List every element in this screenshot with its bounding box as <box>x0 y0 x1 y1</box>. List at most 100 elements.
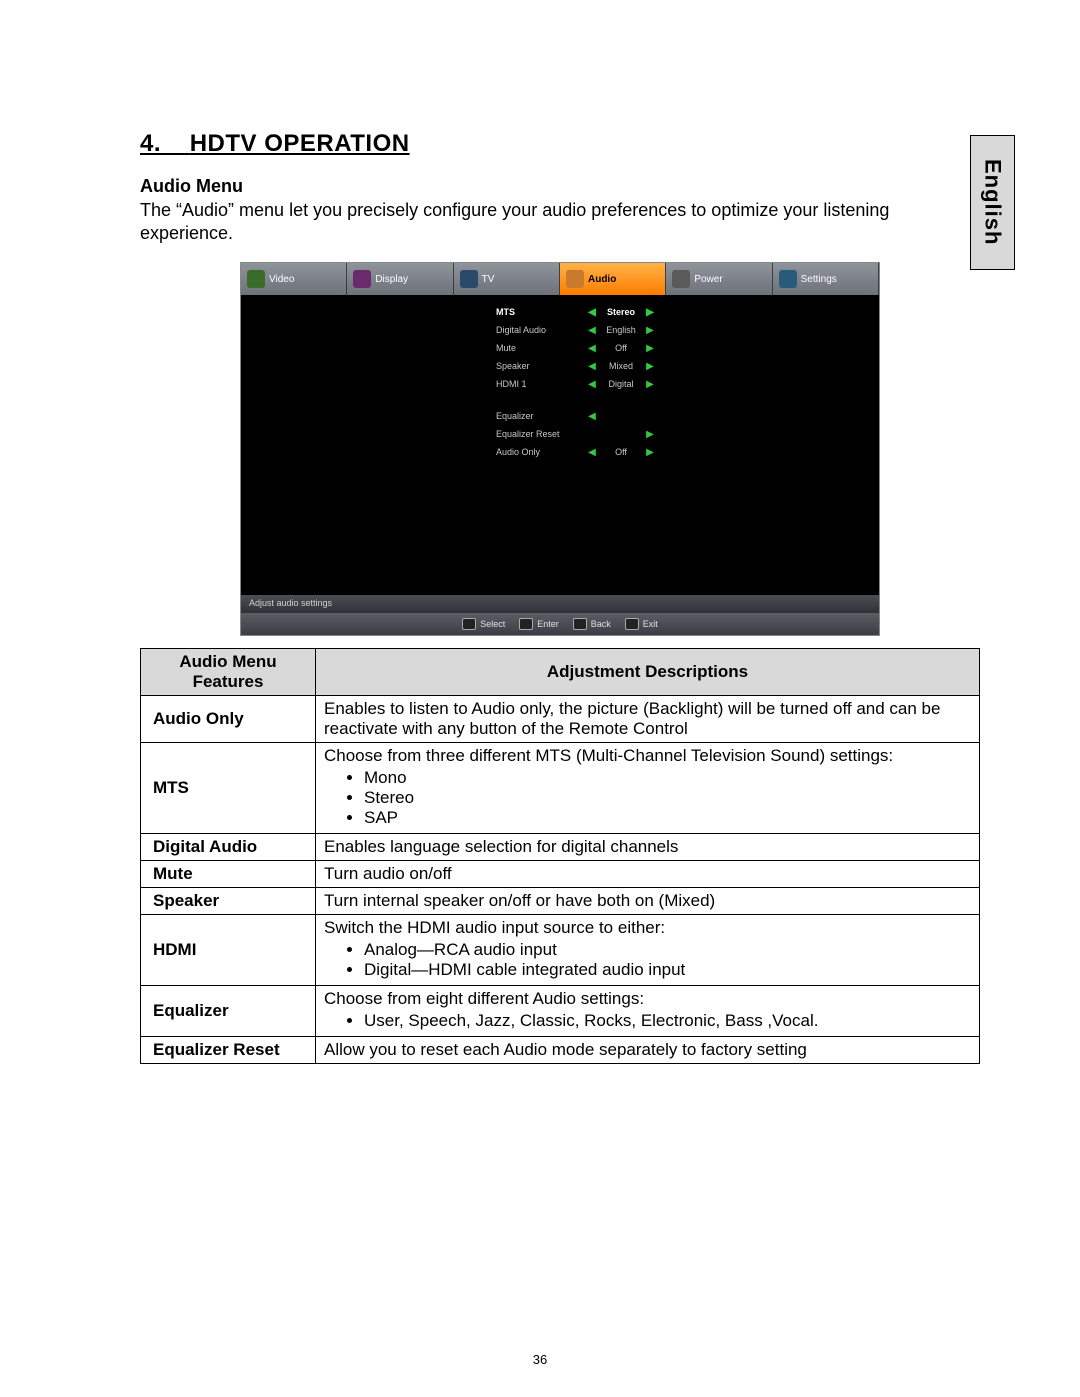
osd-tab-display: Display <box>347 263 453 295</box>
intro-paragraph: The “Audio” menu let you precisely confi… <box>140 199 980 244</box>
arrow-left-icon: ◀ <box>586 379 598 390</box>
feature-name: Equalizer Reset <box>141 1037 316 1064</box>
arrow-left-icon: ◀ <box>586 343 598 354</box>
tv-icon <box>460 270 478 288</box>
osd-body: MTS◀Stereo▶Digital Audio◀English▶Mute◀Of… <box>241 295 879 595</box>
osd-screenshot: Video Display TV Audio Power Settings MTS◀Ste… <box>240 262 880 636</box>
display-icon <box>353 270 371 288</box>
osd-row-label: Equalizer <box>496 411 586 421</box>
osd-tab-label: Settings <box>801 274 837 285</box>
feature-description: Choose from eight different Audio settin… <box>316 986 980 1037</box>
osd-row: MTS◀Stereo▶ <box>496 303 696 321</box>
feature-name: Speaker <box>141 888 316 915</box>
key-icon <box>625 618 639 630</box>
osd-row-label: Audio Only <box>496 447 586 457</box>
osd-menu-list: MTS◀Stereo▶Digital Audio◀English▶Mute◀Of… <box>496 303 696 461</box>
table-row: Equalizer ResetAllow you to reset each A… <box>141 1037 980 1064</box>
osd-tab-settings: Settings <box>773 263 879 295</box>
feature-name: MTS <box>141 743 316 834</box>
osd-tab-tv: TV <box>454 263 560 295</box>
osd-row: Speaker◀Mixed▶ <box>496 357 696 375</box>
arrow-left-icon: ◀ <box>586 325 598 336</box>
osd-row-label: Speaker <box>496 361 586 371</box>
feature-description: Choose from three different MTS (Multi-C… <box>316 743 980 834</box>
page-number: 36 <box>0 1352 1080 1367</box>
language-tab: English <box>970 135 1015 270</box>
subheading: Audio Menu <box>140 176 980 197</box>
list-item: SAP <box>364 808 971 828</box>
feature-description: Turn audio on/off <box>316 861 980 888</box>
osd-row-value: Digital <box>598 379 644 389</box>
arrow-right-icon: ▶ <box>644 429 656 440</box>
table-row: EqualizerChoose from eight different Aud… <box>141 986 980 1037</box>
language-tab-label: English <box>980 159 1006 245</box>
table-header-feature: Audio Menu Features <box>141 649 316 696</box>
osd-row-label: HDMI 1 <box>496 379 586 389</box>
osd-row-label: Equalizer Reset <box>496 429 586 439</box>
osd-footer-back: Back <box>573 618 611 630</box>
osd-tab-label: Display <box>375 274 408 285</box>
list-item: Analog—RCA audio input <box>364 940 971 960</box>
feature-name: Digital Audio <box>141 834 316 861</box>
list-item: Digital—HDMI cable integrated audio inpu… <box>364 960 971 980</box>
osd-tab-video: Video <box>241 263 347 295</box>
osd-row-value: Off <box>598 447 644 457</box>
osd-row-label: Digital Audio <box>496 325 586 335</box>
osd-status-bar: Adjust audio settings <box>241 595 879 613</box>
osd-row-label: MTS <box>496 307 586 317</box>
power-icon <box>672 270 690 288</box>
section-title: 4. HDTV OPERATION <box>140 130 980 158</box>
osd-tab-label: Video <box>269 274 294 285</box>
osd-footer: Select Enter Back Exit <box>241 613 879 635</box>
key-icon <box>519 618 533 630</box>
key-icon <box>462 618 476 630</box>
osd-row-value: Mixed <box>598 361 644 371</box>
list-item: Stereo <box>364 788 971 808</box>
osd-footer-exit: Exit <box>625 618 658 630</box>
table-row: Digital AudioEnables language selection … <box>141 834 980 861</box>
feature-name: HDMI <box>141 915 316 986</box>
osd-footer-label: Enter <box>537 619 559 629</box>
arrow-left-icon: ◀ <box>586 361 598 372</box>
osd-tab-power: Power <box>666 263 772 295</box>
osd-row: Audio Only◀Off▶ <box>496 443 696 461</box>
feature-description: Enables to listen to Audio only, the pic… <box>316 696 980 743</box>
osd-row: Equalizer Reset ▶ <box>496 425 696 443</box>
feature-description: Switch the HDMI audio input source to ei… <box>316 915 980 986</box>
osd-row-label: Mute <box>496 343 586 353</box>
osd-footer-label: Select <box>480 619 505 629</box>
arrow-right-icon: ▶ <box>644 379 656 390</box>
osd-row: HDMI 1◀Digital▶ <box>496 375 696 393</box>
audio-icon <box>566 270 584 288</box>
table-row: HDMISwitch the HDMI audio input source t… <box>141 915 980 986</box>
arrow-right-icon: ▶ <box>644 361 656 372</box>
feature-description: Turn internal speaker on/off or have bot… <box>316 888 980 915</box>
arrow-left-icon: ◀ <box>586 411 598 422</box>
osd-footer-label: Exit <box>643 619 658 629</box>
osd-tab-label: Audio <box>588 274 616 285</box>
osd-row-value: Off <box>598 343 644 353</box>
table-header-desc: Adjustment Descriptions <box>316 649 980 696</box>
table-row: SpeakerTurn internal speaker on/off or h… <box>141 888 980 915</box>
video-icon <box>247 270 265 288</box>
osd-row-value: English <box>598 325 644 335</box>
arrow-left-icon: ◀ <box>586 307 598 318</box>
osd-row: Digital Audio◀English▶ <box>496 321 696 339</box>
osd-tab-label: TV <box>482 274 495 285</box>
arrow-right-icon: ▶ <box>644 325 656 336</box>
settings-icon <box>779 270 797 288</box>
osd-footer-select: Select <box>462 618 505 630</box>
osd-row: Mute◀Off▶ <box>496 339 696 357</box>
section-number: 4. <box>140 130 161 157</box>
table-row: MTSChoose from three different MTS (Mult… <box>141 743 980 834</box>
table-row: Audio OnlyEnables to listen to Audio onl… <box>141 696 980 743</box>
osd-tab-bar: Video Display TV Audio Power Settings <box>241 263 879 295</box>
arrow-right-icon: ▶ <box>644 343 656 354</box>
feature-description: Allow you to reset each Audio mode separ… <box>316 1037 980 1064</box>
feature-description: Enables language selection for digital c… <box>316 834 980 861</box>
arrow-right-icon: ▶ <box>644 447 656 458</box>
feature-name: Audio Only <box>141 696 316 743</box>
key-icon <box>573 618 587 630</box>
osd-footer-enter: Enter <box>519 618 559 630</box>
osd-footer-label: Back <box>591 619 611 629</box>
